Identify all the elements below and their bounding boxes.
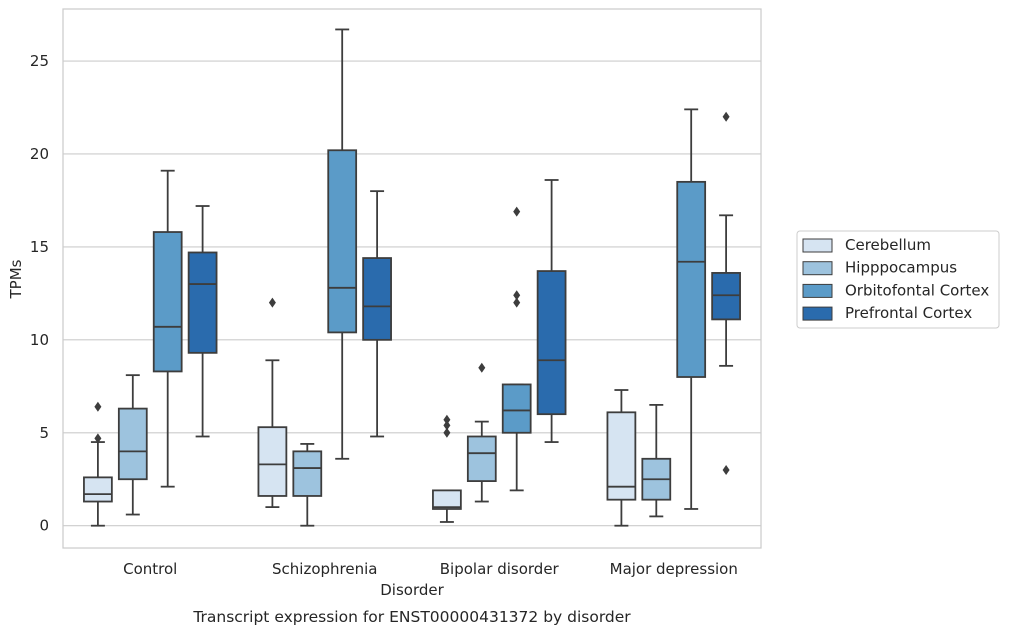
- box-iqr: [83, 476, 113, 503]
- outlier-point: [513, 206, 521, 217]
- legend-label: Cerebellum: [845, 236, 931, 254]
- box-iqr: [606, 411, 637, 501]
- y-tick-label: 20: [30, 145, 49, 163]
- box-3-0: [606, 389, 637, 527]
- box-iqr: [432, 489, 462, 510]
- y-tick-label: 25: [30, 52, 49, 70]
- box-iqr: [466, 435, 497, 482]
- outlier-point: [478, 362, 486, 373]
- legend-swatch: [802, 306, 833, 321]
- outlier-point: [722, 464, 730, 475]
- box-iqr: [676, 180, 707, 378]
- outlier-point: [94, 433, 102, 444]
- y-tick-label: 10: [30, 331, 49, 349]
- legend-label: Prefrontal Cortex: [845, 304, 972, 322]
- legend: Cerebellum Hipppocampus Orbitofontal Corte…: [796, 230, 1000, 329]
- box-0-2: [152, 169, 183, 488]
- plot-frame: [62, 8, 762, 549]
- box-iqr: [187, 251, 218, 354]
- box-1-3: [362, 190, 392, 438]
- box-2-3: [536, 179, 567, 443]
- legend-label: Orbitofontal Cortex: [845, 281, 989, 299]
- x-tick-labels: Control Schizophrenia Bipolar disorder Majo…: [123, 560, 738, 578]
- box-iqr: [501, 383, 532, 434]
- outlier-point: [513, 297, 521, 308]
- box-3-1: [641, 403, 672, 518]
- chart-caption: Transcript expression for ENST0000043137…: [192, 608, 631, 626]
- box-1-1: [292, 443, 323, 527]
- box-1-2: [327, 28, 358, 460]
- box-0-1: [117, 374, 148, 516]
- x-tick-label: Major depression: [610, 560, 738, 578]
- outlier-point: [722, 111, 730, 122]
- x-tick-label: Bipolar disorder: [440, 560, 560, 578]
- box-iqr: [257, 426, 288, 497]
- y-tick-label: 0: [39, 517, 49, 535]
- box-plots: [83, 28, 741, 527]
- box-iqr: [292, 450, 323, 497]
- box-3-3: [711, 111, 741, 475]
- outlier-point: [268, 297, 276, 308]
- box-2-0: [432, 414, 462, 523]
- legend-swatch: [802, 238, 833, 253]
- box-2-2: [501, 206, 532, 492]
- x-axis-title: Disorder: [380, 581, 444, 599]
- box-iqr: [327, 149, 358, 334]
- box-iqr: [152, 231, 183, 373]
- outlier-point: [443, 427, 451, 438]
- box-0-0: [83, 401, 113, 527]
- box-1-0: [257, 297, 288, 509]
- outlier-point: [443, 414, 451, 425]
- legend-swatch: [802, 283, 833, 298]
- y-axis-title: TPMs: [7, 259, 25, 299]
- box-2-1: [466, 362, 497, 503]
- outlier-point: [443, 420, 451, 431]
- x-tick-label: Schizophrenia: [272, 560, 377, 578]
- box-iqr: [362, 257, 392, 341]
- box-0-3: [187, 205, 218, 438]
- outlier-point: [94, 401, 102, 412]
- box-iqr: [711, 272, 741, 321]
- x-tick-label: Control: [123, 560, 177, 578]
- y-tick-labels: 0 5 10 15 20 25: [30, 52, 49, 535]
- legend-label: Hipppocampus: [845, 259, 957, 277]
- box-3-2: [676, 108, 707, 510]
- box-iqr: [117, 407, 148, 481]
- legend-swatch: [802, 261, 833, 276]
- box-iqr: [536, 270, 567, 416]
- outlier-point: [513, 290, 521, 301]
- y-tick-label: 5: [39, 424, 49, 442]
- legend-frame: [796, 230, 1000, 329]
- y-tick-label: 15: [30, 238, 49, 256]
